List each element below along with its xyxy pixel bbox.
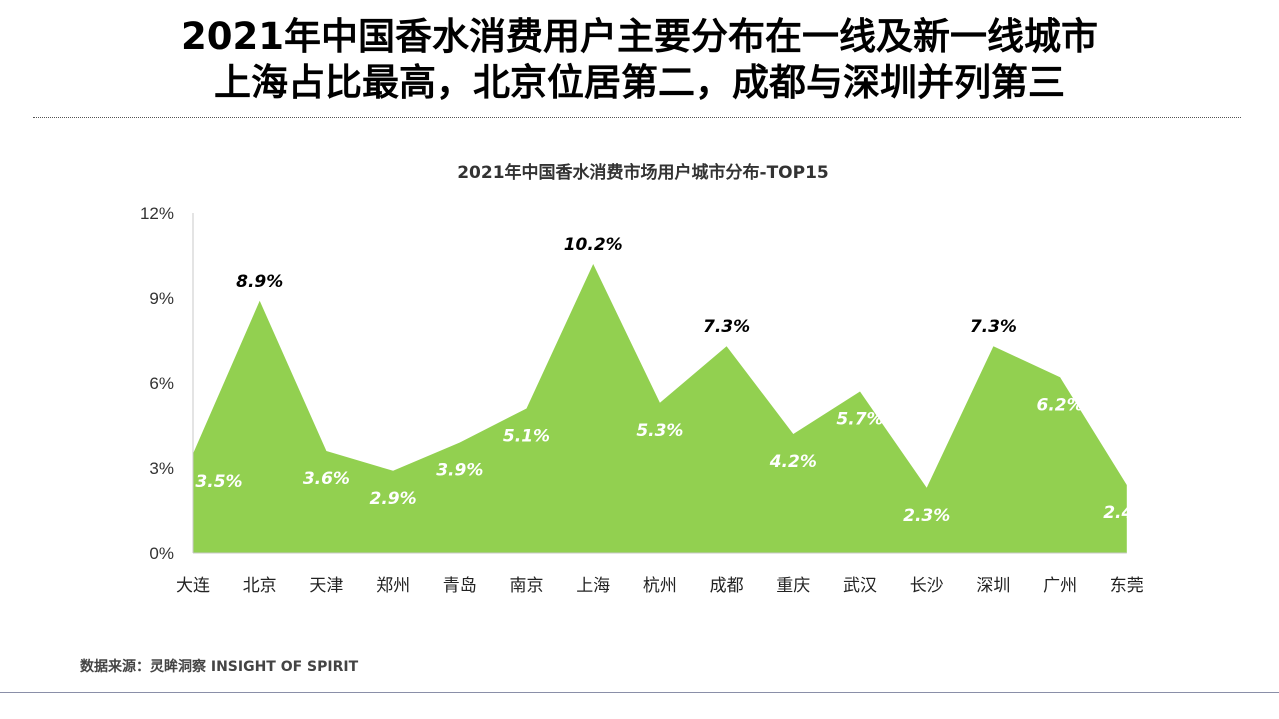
x-tick-label: 武汉 — [843, 576, 877, 596]
data-label: 3.6% — [303, 469, 350, 489]
y-tick-label: 12% — [140, 204, 174, 223]
headline-line-1: 2021年中国香水消费用户主要分布在一线及新一线城市 — [181, 15, 1098, 58]
footer-divider — [0, 692, 1279, 693]
headline-line-2: 上海占比最高，北京位居第二，成都与深圳并列第三 — [214, 61, 1065, 104]
y-tick-label: 9% — [149, 289, 174, 308]
x-tick-label: 大连 — [176, 576, 210, 596]
x-tick-label: 青岛 — [443, 576, 477, 596]
y-tick-label: 6% — [149, 374, 174, 393]
x-tick-label: 北京 — [243, 576, 277, 596]
data-label: 2.4% — [1103, 503, 1150, 523]
data-label: 2.3% — [903, 506, 950, 526]
x-tick-label: 东莞 — [1110, 576, 1144, 596]
y-tick-label: 3% — [149, 459, 174, 478]
data-label: 7.3% — [703, 317, 750, 337]
y-axis: 0% 3% 6% 9% 12% — [140, 204, 174, 563]
source-note: 数据来源：灵眸洞察 INSIGHT OF SPIRIT — [80, 659, 359, 675]
data-label: 3.9% — [436, 461, 483, 481]
x-tick-label: 上海 — [576, 576, 610, 596]
data-label: 5.1% — [503, 427, 550, 447]
area-chart: 2021年中国香水消费市场用户城市分布-TOP15 0% 3% 6% 9% 12% 大连… — [139, 162, 1150, 596]
data-label: 10.2% — [564, 235, 623, 255]
data-label: 3.5% — [195, 472, 242, 492]
data-label: 5.3% — [636, 421, 683, 441]
data-label: 4.2% — [769, 452, 817, 472]
x-tick-label: 天津 — [309, 576, 343, 596]
x-tick-label: 郑州 — [376, 576, 410, 596]
x-tick-label: 重庆 — [776, 576, 810, 596]
data-label: 7.3% — [970, 317, 1017, 337]
x-tick-label: 杭州 — [643, 576, 677, 596]
dotted-divider — [33, 117, 1241, 118]
headline: 2021年中国香水消费用户主要分布在一线及新一线城市 上海占比最高，北京位居第二… — [0, 14, 1279, 106]
data-labels: 3.5% 8.9% 3.6% 2.9% 3.9% 5.1% 10.2% 5.3% 7.3% 4.2… — [195, 235, 1150, 526]
plot-area — [193, 264, 1127, 553]
x-tick-label: 长沙 — [910, 576, 944, 596]
data-label: 5.7% — [836, 410, 883, 430]
chart-title: 2021年中国香水消费市场用户城市分布-TOP15 — [457, 162, 829, 183]
x-tick-label: 成都 — [710, 576, 744, 596]
category-labels: 大连 北京 天津 郑州 青岛 南京 上海 杭州 成都 重庆 武汉 长沙 深圳 广州 东莞 — [176, 576, 1144, 596]
x-tick-label: 深圳 — [976, 576, 1010, 596]
data-label: 2.9% — [370, 489, 417, 509]
y-tick-label: 0% — [149, 544, 174, 563]
data-label: 8.9% — [236, 272, 283, 292]
x-tick-label: 南京 — [510, 576, 544, 596]
area-series — [193, 264, 1127, 553]
x-tick-label: 广州 — [1043, 576, 1077, 596]
data-label: 6.2% — [1037, 395, 1084, 415]
x-axis — [192, 213, 1127, 554]
